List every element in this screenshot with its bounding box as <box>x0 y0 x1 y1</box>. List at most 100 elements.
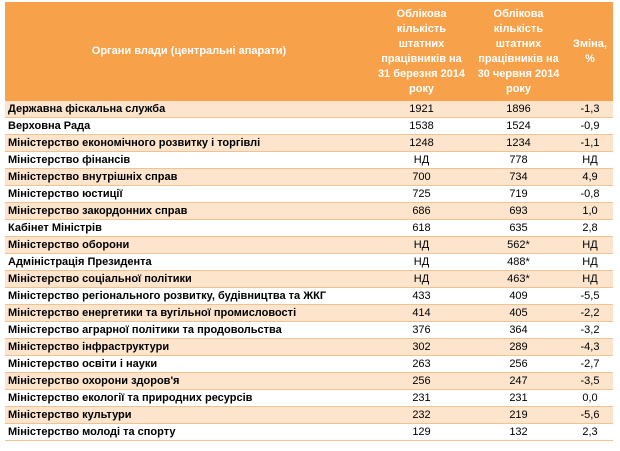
june-count: 219 <box>470 406 567 424</box>
change-percent: -2,7 <box>567 355 613 373</box>
change-percent: НД <box>567 151 613 169</box>
authority-name: Державна фіскальна служба <box>5 101 373 118</box>
march-count: 1921 <box>373 101 470 118</box>
table-row: Міністерство регіонального розвитку, буд… <box>5 287 613 305</box>
change-percent: -3,5 <box>567 372 613 390</box>
authority-name: Міністерство юстиції <box>5 185 373 203</box>
march-count: 414 <box>373 304 470 322</box>
change-percent: -5,5 <box>567 287 613 305</box>
table-row: Міністерство молоді та спорту 129 132 2,3 <box>5 423 613 441</box>
authority-name: Міністерство екології та природних ресур… <box>5 389 373 407</box>
authority-name: Кабінет Міністрів <box>5 219 373 237</box>
authority-name: Міністерство культури <box>5 406 373 424</box>
change-percent: 2,8 <box>567 219 613 237</box>
table-row: Міністерство освіти і науки 263 256 -2,7 <box>5 355 613 373</box>
march-count: 302 <box>373 338 470 356</box>
change-percent: 4,9 <box>567 168 613 186</box>
header-march-count: Облікова кількість штатних працівників н… <box>373 2 470 101</box>
june-count: 719 <box>470 185 567 203</box>
march-count: 1248 <box>373 134 470 152</box>
authority-name: Міністерство оборони <box>5 236 373 254</box>
change-percent: НД <box>567 236 613 254</box>
header-june-count: Облікова кількість штатних працівників н… <box>470 2 567 101</box>
march-count: НД <box>373 236 470 254</box>
header-change-percent: Зміна, % <box>567 2 613 101</box>
june-count: 562* <box>470 236 567 254</box>
authority-name: Міністерство освіти і науки <box>5 355 373 373</box>
june-count: 1524 <box>470 117 567 135</box>
june-count: 488* <box>470 253 567 271</box>
authority-name: Міністерство економічного розвитку і тор… <box>5 134 373 152</box>
authority-name: Міністерство внутрішніх справ <box>5 168 373 186</box>
june-count: 1896 <box>470 101 567 118</box>
table-row: Міністерство закордонних справ 686 693 1,0 <box>5 202 613 220</box>
change-percent: -5,6 <box>567 406 613 424</box>
authority-name: Міністерство регіонального розвитку, буд… <box>5 287 373 305</box>
table-header: Органи влади (центральні апарати) Обліко… <box>5 2 613 101</box>
change-percent: 1,0 <box>567 202 613 220</box>
june-count: 364 <box>470 321 567 339</box>
staff-count-table: Органи влади (центральні апарати) Обліко… <box>5 2 613 441</box>
authority-name: Міністерство молоді та спорту <box>5 423 373 441</box>
authority-name: Адміністрація Президента <box>5 253 373 271</box>
june-count: 778 <box>470 151 567 169</box>
authority-name: Міністерство фінансів <box>5 151 373 169</box>
march-count: 433 <box>373 287 470 305</box>
header-row: Органи влади (центральні апарати) Обліко… <box>5 2 613 101</box>
march-count: НД <box>373 253 470 271</box>
authority-name: Міністерство енергетики та вугільної про… <box>5 304 373 322</box>
authority-name: Міністерство охорони здоров'я <box>5 372 373 390</box>
authority-name: Міністерство інфраструктури <box>5 338 373 356</box>
change-percent: -0,8 <box>567 185 613 203</box>
march-count: НД <box>373 151 470 169</box>
march-count: НД <box>373 270 470 288</box>
change-percent: -0,9 <box>567 117 613 135</box>
march-count: 232 <box>373 406 470 424</box>
authority-name: Міністерство аграрної політики та продов… <box>5 321 373 339</box>
table-row: Міністерство оборони НД 562* НД <box>5 236 613 254</box>
june-count: 734 <box>470 168 567 186</box>
june-count: 247 <box>470 372 567 390</box>
authority-name: Верховна Рада <box>5 117 373 135</box>
june-count: 693 <box>470 202 567 220</box>
march-count: 700 <box>373 168 470 186</box>
june-count: 405 <box>470 304 567 322</box>
change-percent: -4,3 <box>567 338 613 356</box>
march-count: 263 <box>373 355 470 373</box>
authority-name: Міністерство закордонних справ <box>5 202 373 220</box>
table-row: Міністерство інфраструктури 302 289 -4,3 <box>5 338 613 356</box>
change-percent: 2,3 <box>567 423 613 441</box>
change-percent: НД <box>567 253 613 271</box>
table-row: Адміністрація Президента НД 488* НД <box>5 253 613 271</box>
table-row: Кабінет Міністрів 618 635 2,8 <box>5 219 613 237</box>
table-row: Міністерство аграрної політики та продов… <box>5 321 613 339</box>
change-percent: -3,2 <box>567 321 613 339</box>
table-row: Міністерство культури 232 219 -5,6 <box>5 406 613 424</box>
change-percent: 0,0 <box>567 389 613 407</box>
table-row: Державна фіскальна служба 1921 1896 -1,3 <box>5 101 613 118</box>
change-percent: -1,3 <box>567 101 613 118</box>
march-count: 256 <box>373 372 470 390</box>
table-row: Міністерство екології та природних ресур… <box>5 389 613 407</box>
march-count: 1538 <box>373 117 470 135</box>
table-row: Міністерство охорони здоров'я 256 247 -3,5 <box>5 372 613 390</box>
june-count: 409 <box>470 287 567 305</box>
change-percent: -2,2 <box>567 304 613 322</box>
table-row: Міністерство юстиції 725 719 -0,8 <box>5 185 613 203</box>
march-count: 618 <box>373 219 470 237</box>
june-count: 289 <box>470 338 567 356</box>
header-authority: Органи влади (центральні апарати) <box>5 2 373 101</box>
table-row: Міністерство соціальної політики НД 463* НД <box>5 270 613 288</box>
table-row: Міністерство енергетики та вугільної про… <box>5 304 613 322</box>
table-row: Міністерство економічного розвитку і тор… <box>5 134 613 152</box>
june-count: 1234 <box>470 134 567 152</box>
march-count: 376 <box>373 321 470 339</box>
table-row: Міністерство внутрішніх справ 700 734 4,9 <box>5 168 613 186</box>
march-count: 231 <box>373 389 470 407</box>
june-count: 132 <box>470 423 567 441</box>
march-count: 129 <box>373 423 470 441</box>
change-percent: -1,1 <box>567 134 613 152</box>
june-count: 256 <box>470 355 567 373</box>
table-body: Державна фіскальна служба 1921 1896 -1,3 Ве… <box>5 101 613 441</box>
